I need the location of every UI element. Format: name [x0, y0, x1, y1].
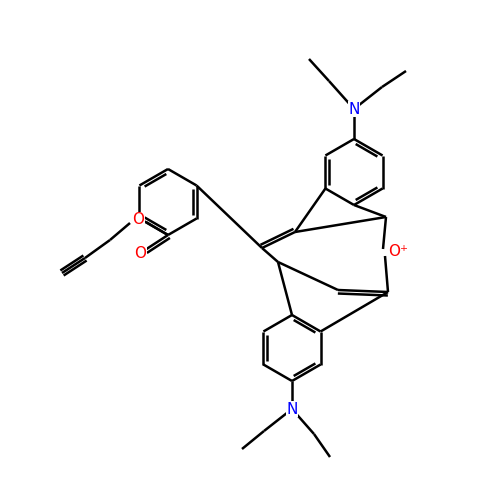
Text: O⁺: O⁺: [388, 244, 408, 260]
Text: N: N: [286, 402, 298, 416]
Text: O: O: [132, 212, 144, 228]
Text: N: N: [348, 102, 360, 116]
Text: O: O: [134, 246, 146, 260]
